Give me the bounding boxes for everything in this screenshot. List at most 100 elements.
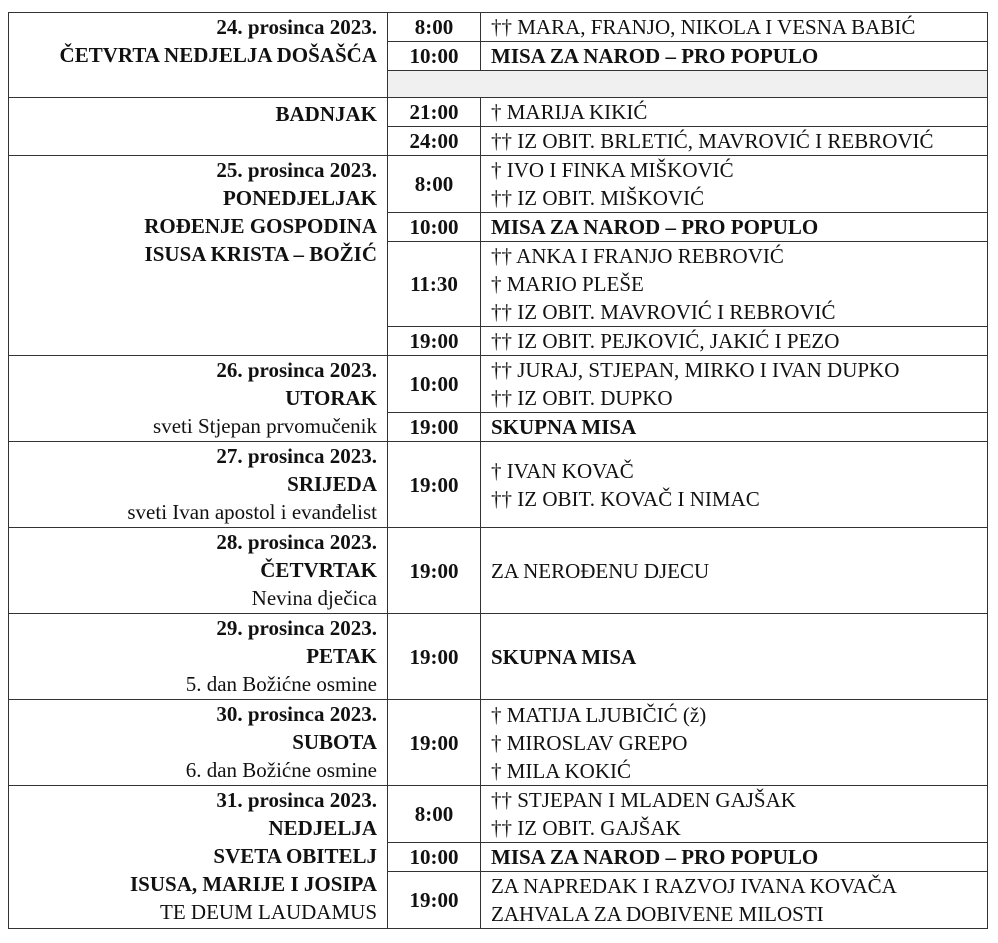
intention-line: †† IZ OBIT. GAJŠAK [491, 816, 681, 840]
day-label: TE DEUM LAUDAMUS [160, 900, 377, 924]
mass-row: 31. prosinca 2023. NEDJELJA SVETA OBITELJ I… [8, 785, 988, 929]
mass-intention: SKUPNA MISA [480, 613, 988, 700]
day-date: 27. prosinca 2023. [216, 444, 377, 468]
mass-time: 10:00 [387, 355, 481, 413]
intention-line: MISA ZA NAROD – PRO POPULO [491, 44, 819, 68]
intention-line: SKUPNA MISA [491, 415, 637, 439]
mass-time: 24:00 [387, 126, 481, 156]
mass-intention: ZA NEROĐENU DJECU [480, 527, 988, 614]
separator-cell [387, 70, 988, 98]
day-label: SUBOTA [292, 730, 377, 754]
day-label: PETAK [306, 644, 377, 668]
mass-intention: † IVAN KOVAČ †† IZ OBIT. KOVAČ I NIMAC [480, 441, 988, 528]
day-label-cell: 27. prosinca 2023. SRIJEDA sveti Ivan apos… [8, 441, 388, 528]
mass-schedule-table: 24. prosinca 2023. ČETVRTA NEDJELJA DOŠAŠ… [8, 12, 988, 929]
mass-time: 8:00 [387, 12, 481, 42]
day-label: 5. dan Božićne osmine [185, 672, 377, 696]
mass-intention: †† IZ OBIT. BRLETIĆ, MAVROVIĆ I REBROVIĆ [480, 126, 988, 156]
day-date: 26. prosinca 2023. [216, 358, 377, 382]
intention-line: † MARIJA KIKIĆ [491, 100, 648, 124]
mass-row: 26. prosinca 2023. UTORAK sveti Stjepan pr… [8, 355, 988, 442]
mass-row: 25. prosinca 2023. PONEDJELJAK ROĐENJE GOS… [8, 155, 988, 356]
intention-line: †† MARA, FRANJO, NIKOLA I VESNA BABIĆ [491, 15, 916, 39]
day-label-cell: 25. prosinca 2023. PONEDJELJAK ROĐENJE GOS… [8, 155, 388, 356]
day-label: 6. dan Božićne osmine [185, 758, 377, 782]
intention-line: †† IZ OBIT. MIŠKOVIĆ [491, 186, 705, 210]
intention-line: ZA NAPREDAK I RAZVOJ IVANA KOVAČA [491, 874, 897, 898]
mass-intention: MISA ZA NAROD – PRO POPULO [480, 41, 988, 71]
mass-row: 19:00 ZA NAPREDAK I RAZVOJ IVANA KOVAČA ZA… [9, 871, 988, 929]
intention-line: † MIROSLAV GREPO [491, 730, 688, 755]
intention-line: †† JURAJ, STJEPAN, MIRKO I IVAN DUPKO [491, 358, 900, 382]
mass-row: 27. prosinca 2023. SRIJEDA sveti Ivan apos… [8, 441, 988, 528]
day-label: SRIJEDA [287, 472, 377, 496]
mass-time: 19:00 [387, 699, 481, 786]
mass-intention: MISA ZA NAROD – PRO POPULO [480, 842, 988, 872]
mass-intention: †† STJEPAN I MLADEN GAJŠAK †† IZ OBIT. GA… [480, 785, 988, 843]
day-date: 24. prosinca 2023. [216, 15, 377, 39]
mass-time: 8:00 [387, 785, 481, 843]
day-label-cell: 26. prosinca 2023. UTORAK sveti Stjepan pr… [8, 355, 388, 442]
day-label: BADNJAK [275, 102, 377, 126]
mass-row: 30. prosinca 2023. SUBOTA 6. dan Božićne o… [8, 699, 988, 786]
intention-line: ZA NEROĐENU DJECU [491, 558, 710, 583]
mass-row: 29. prosinca 2023. PETAK 5. dan Božićne os… [8, 613, 988, 700]
day-label: ISUSA KRISTA – BOŽIĆ [144, 242, 377, 266]
mass-time: 8:00 [387, 155, 481, 213]
day-label: ROĐENJE GOSPODINA [144, 214, 377, 238]
mass-row: 28. prosinca 2023. ČETVRTAK Nevina dječica… [8, 527, 988, 614]
mass-time: 19:00 [387, 527, 481, 614]
intention-line: †† IZ OBIT. DUPKO [491, 386, 673, 410]
day-label: ISUSA, MARIJE I JOSIPA [130, 872, 377, 896]
mass-time: 10:00 [387, 212, 481, 242]
mass-intention: SKUPNA MISA [480, 412, 988, 442]
intention-line: †† ANKA I FRANJO REBROVIĆ [491, 244, 784, 268]
day-label: SVETA OBITELJ [213, 844, 377, 868]
mass-intention: †† ANKA I FRANJO REBROVIĆ † MARIO PLEŠE ††… [480, 241, 988, 327]
day-label-cell: 28. prosinca 2023. ČETVRTAK Nevina dječica [8, 527, 388, 614]
mass-intention: MISA ZA NAROD – PRO POPULO [480, 212, 988, 242]
day-label: Nevina dječica [251, 586, 377, 610]
intention-line: † MARIO PLEŠE [491, 272, 644, 296]
intention-line: SKUPNA MISA [491, 644, 637, 669]
day-label: UTORAK [285, 386, 377, 410]
day-date: 29. prosinca 2023. [216, 616, 377, 640]
mass-intention: † IVO I FINKA MIŠKOVIĆ †† IZ OBIT. MIŠKOV… [480, 155, 988, 213]
day-label: PONEDJELJAK [222, 186, 377, 210]
mass-row: 10:00 MISA ZA NAROD – PRO POPULO [9, 41, 988, 71]
intention-line: MISA ZA NAROD – PRO POPULO [491, 215, 819, 239]
day-label-cell: BADNJAK [8, 97, 388, 156]
intention-line: † IVO I FINKA MIŠKOVIĆ [491, 158, 734, 182]
intention-line: †† IZ OBIT. MAVROVIĆ I REBROVIĆ [491, 300, 836, 324]
mass-time: 21:00 [387, 97, 481, 127]
mass-time: 10:00 [387, 41, 481, 71]
intention-line: † MATIJA LJUBIČIĆ (ž) [491, 702, 707, 727]
mass-time: 11:30 [387, 241, 481, 327]
mass-row: BADNJAK 21:00 † MARIJA KIKIĆ [8, 97, 988, 156]
mass-time: 19:00 [387, 871, 481, 929]
mass-row: 24. prosinca 2023. ČETVRTA NEDJELJA DOŠAŠ… [8, 12, 988, 98]
day-date: 30. prosinca 2023. [216, 702, 377, 726]
mass-time: 10:00 [387, 842, 481, 872]
mass-intention: † MATIJA LJUBIČIĆ (ž) † MIROSLAV GREPO † M… [480, 699, 988, 786]
intention-line: ZAHVALA ZA DOBIVENE MILOSTI [491, 902, 824, 926]
day-label-cell: 24. prosinca 2023. ČETVRTA NEDJELJA DOŠAŠ… [8, 12, 388, 98]
day-label: sveti Ivan apostol i evanđelist [127, 500, 377, 524]
mass-time: 19:00 [387, 326, 481, 356]
mass-intention: ZA NAPREDAK I RAZVOJ IVANA KOVAČA ZAHVALA… [480, 871, 988, 929]
mass-row: 19:00 †† IZ OBIT. PEJKOVIĆ, JAKIĆ I PEZO [9, 326, 988, 356]
intention-line: † MILA KOKIĆ [491, 758, 631, 783]
intention-line: † IVAN KOVAČ [491, 458, 634, 483]
day-label: sveti Stjepan prvomučenik [153, 414, 377, 438]
intention-line: †† IZ OBIT. KOVAČ I NIMAC [491, 486, 760, 511]
separator-row [9, 70, 988, 98]
mass-intention: †† JURAJ, STJEPAN, MIRKO I IVAN DUPKO †† … [480, 355, 988, 413]
mass-intention: †† MARA, FRANJO, NIKOLA I VESNA BABIĆ [480, 12, 988, 42]
day-label-cell: 31. prosinca 2023. NEDJELJA SVETA OBITELJ I… [8, 785, 388, 929]
day-label: ČETVRTA NEDJELJA DOŠAŠĆA [59, 43, 377, 67]
day-date: 31. prosinca 2023. [216, 788, 377, 812]
intention-line: MISA ZA NAROD – PRO POPULO [491, 845, 819, 869]
intention-line: †† STJEPAN I MLADEN GAJŠAK [491, 788, 796, 812]
mass-intention: †† IZ OBIT. PEJKOVIĆ, JAKIĆ I PEZO [480, 326, 988, 356]
day-label-cell: 30. prosinca 2023. SUBOTA 6. dan Božićne o… [8, 699, 388, 786]
